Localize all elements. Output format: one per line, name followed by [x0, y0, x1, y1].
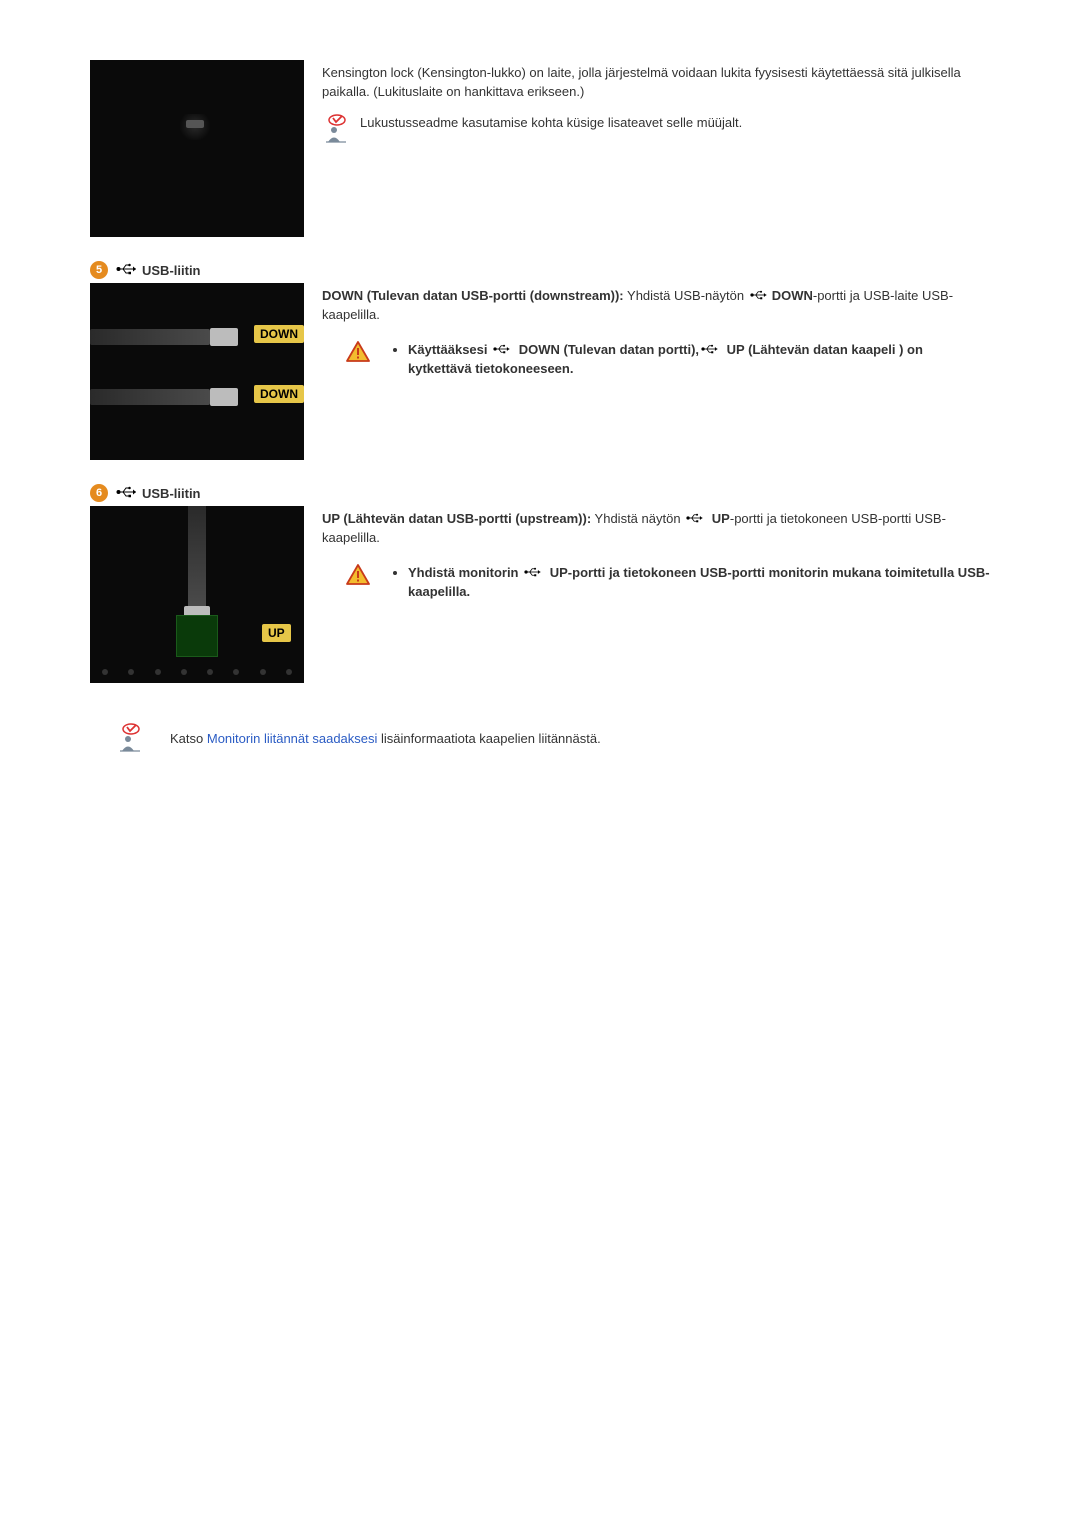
section5-heading-row: 5 USB-liitin: [90, 261, 990, 279]
kensington-image: [90, 60, 304, 237]
section5-desc-bold: DOWN (Tulevan datan USB-portti (downstre…: [322, 288, 624, 303]
page: Kensington lock (Kensington-lukko) on la…: [0, 0, 1080, 813]
usb-icon: [686, 510, 704, 529]
info-person-icon: [322, 114, 352, 144]
badge-6: 6: [90, 484, 108, 502]
usb-icon: [524, 564, 542, 583]
badge-5: 5: [90, 261, 108, 279]
section6-description: UP (Lähtevän datan USB-portti (upstream)…: [322, 510, 990, 548]
kensington-info-text: Lukustusseadme kasutamise kohta küsige l…: [360, 114, 742, 133]
info-person-icon: [116, 723, 146, 753]
usb-down-label-2: DOWN: [254, 385, 304, 403]
usb-up-label: UP: [262, 624, 291, 642]
footer-text: Katso Monitorin liitännät saadaksesi lis…: [170, 731, 601, 746]
section5-text: DOWN (Tulevan datan USB-portti (downstre…: [322, 283, 990, 378]
usb-down-image: DOWN DOWN: [90, 283, 304, 460]
section5-warning-item: Käyttääksesi DOWN (Tulevan datan portti)…: [408, 341, 990, 379]
usb-down-label-1: DOWN: [254, 325, 304, 343]
usb-icon: [116, 263, 138, 278]
section5-warning-row: Käyttääksesi DOWN (Tulevan datan portti)…: [322, 341, 990, 379]
section6-warning-text: Yhdistä monitorin UP-portti ja tietokone…: [390, 564, 990, 602]
section5-warning-text: Käyttääksesi DOWN (Tulevan datan portti)…: [390, 341, 990, 379]
section6-body: UP UP (Lähtevän datan USB-portti (upstre…: [90, 506, 990, 683]
usb-icon: [750, 287, 768, 306]
section5-description: DOWN (Tulevan datan USB-portti (downstre…: [322, 287, 990, 325]
kensington-section: Kensington lock (Kensington-lukko) on la…: [90, 60, 990, 237]
section6-text: UP (Lähtevän datan USB-portti (upstream)…: [322, 506, 990, 601]
section5-heading: USB-liitin: [142, 263, 201, 278]
usb-icon: [701, 341, 719, 360]
usb-icon: [493, 341, 511, 360]
section6-heading-row: 6 USB-liitin: [90, 484, 990, 502]
monitor-connections-link[interactable]: Monitorin liitännät saadaksesi: [207, 731, 378, 746]
usb-icon: [116, 486, 138, 501]
warning-icon: [346, 564, 370, 586]
kensington-info-row: Lukustusseadme kasutamise kohta küsige l…: [322, 114, 990, 144]
kensington-description: Kensington lock (Kensington-lukko) on la…: [322, 64, 990, 102]
kensington-text: Kensington lock (Kensington-lukko) on la…: [322, 60, 990, 144]
warning-icon: [346, 341, 370, 363]
footer-row: Katso Monitorin liitännät saadaksesi lis…: [90, 723, 990, 753]
section6-warning-item: Yhdistä monitorin UP-portti ja tietokone…: [408, 564, 990, 602]
section5-body: DOWN DOWN DOWN (Tulevan datan USB-portti…: [90, 283, 990, 460]
usb-up-image: UP: [90, 506, 304, 683]
section6-heading: USB-liitin: [142, 486, 201, 501]
section6-desc-bold: UP (Lähtevän datan USB-portti (upstream)…: [322, 511, 591, 526]
section6-warning-row: Yhdistä monitorin UP-portti ja tietokone…: [322, 564, 990, 602]
